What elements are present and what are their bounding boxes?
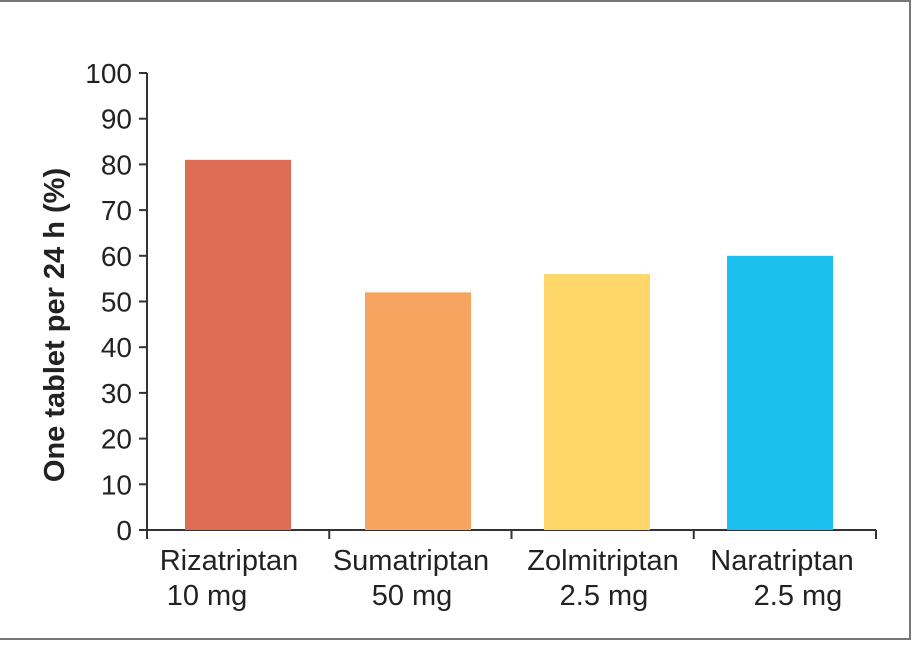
y-tick-label: 20 — [101, 424, 132, 455]
x-tick-label: Rizatriptan — [160, 545, 299, 577]
x-tick-label-dose: 50 mg — [372, 580, 453, 612]
x-tick-label: Naratriptan — [710, 545, 853, 577]
y-axis-label: One tablet per 24 h (%) — [39, 168, 71, 482]
y-tick-label: 70 — [101, 195, 132, 226]
y-tick-label: 80 — [101, 149, 132, 180]
bar-zolmitriptan — [544, 274, 650, 530]
y-tick-label: 30 — [101, 378, 132, 409]
bar-rizatriptan — [185, 159, 291, 530]
bars — [185, 159, 833, 531]
x-tick-label-dose: 2.5 mg — [754, 580, 843, 612]
y-tick-label: 60 — [101, 241, 132, 272]
y-tick-label: 40 — [101, 332, 132, 363]
y-tick-label: 10 — [101, 469, 132, 500]
bar-naratriptan — [727, 255, 833, 531]
y-tick-label: 50 — [101, 287, 132, 318]
x-tick-label: Zolmitriptan — [527, 545, 679, 577]
y-tick-label: 100 — [85, 58, 132, 89]
x-tick-label-dose: 10 mg — [167, 580, 248, 612]
y-tick-labels: 0 10 20 30 40 50 60 70 80 90 100 — [85, 58, 132, 546]
y-tick-label: 0 — [116, 515, 132, 546]
bar-sumatriptan — [365, 292, 471, 530]
x-tick-label: Sumatriptan — [333, 545, 489, 577]
x-tick-label-dose: 2.5 mg — [560, 580, 649, 612]
y-tick-label: 90 — [101, 104, 132, 135]
